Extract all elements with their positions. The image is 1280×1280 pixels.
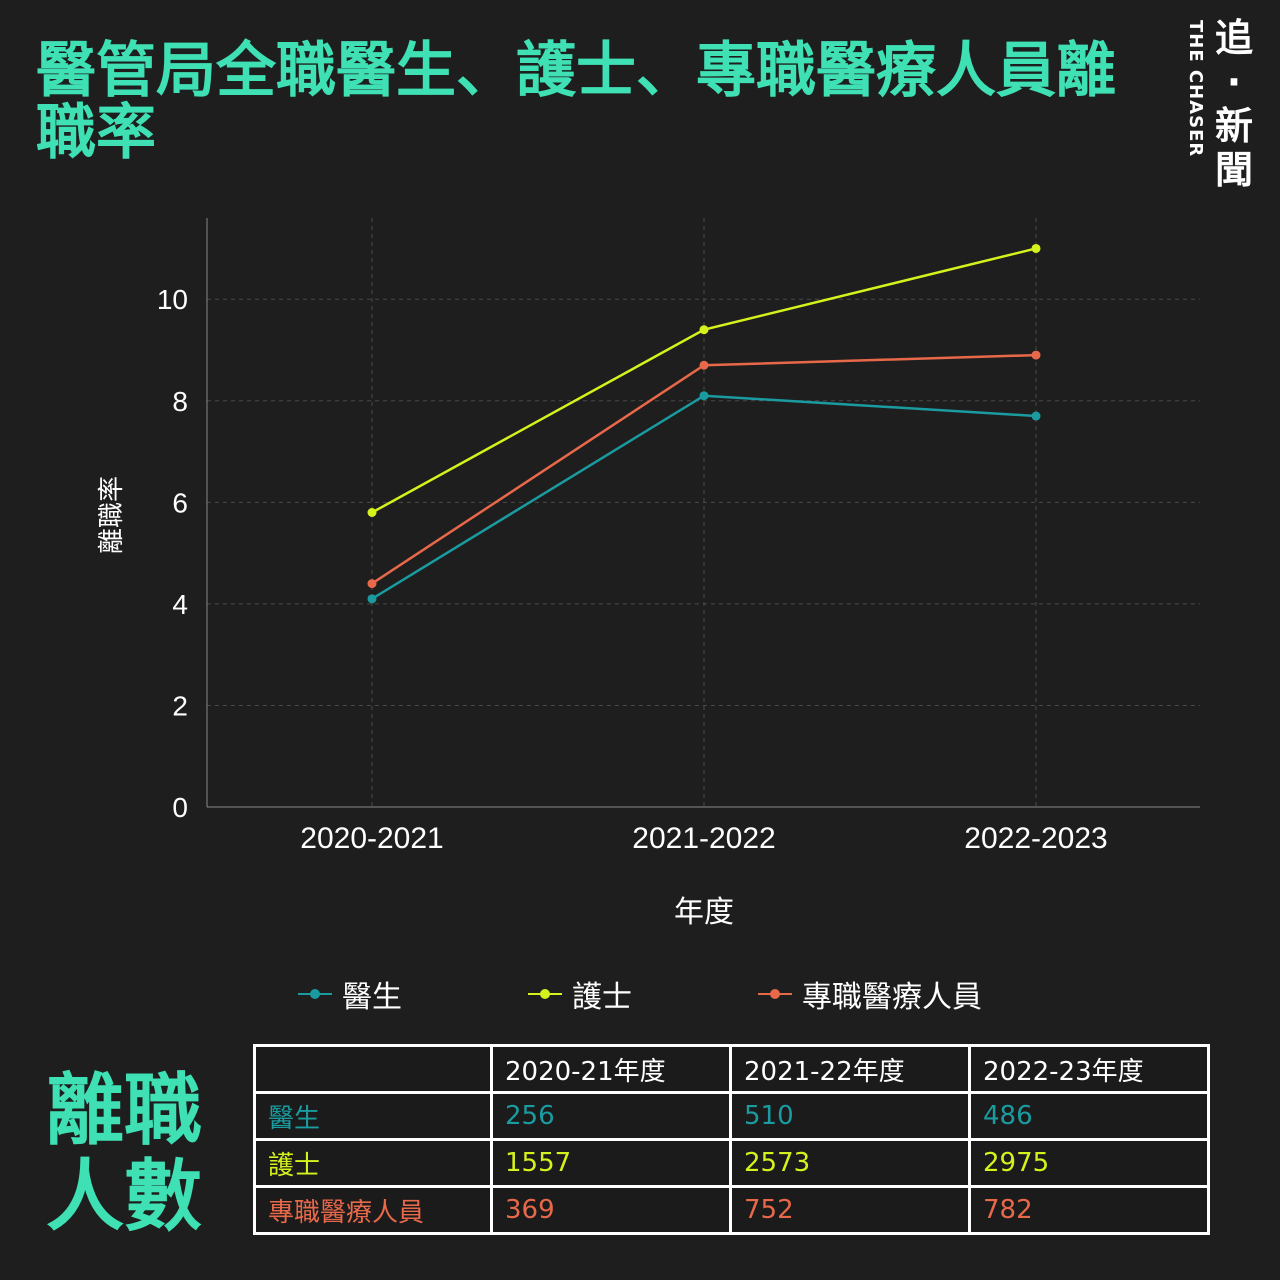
data-point: [1031, 243, 1041, 253]
cell: 752: [729, 1185, 971, 1235]
page-title: 醫管局全職醫生、護士、專職醫療人員離職率: [36, 36, 1116, 168]
logo-en: THE CHASER: [1185, 20, 1206, 158]
legend-marker: [770, 989, 780, 999]
header-cell: [253, 1044, 493, 1094]
x-tick-label: 2021-2022: [632, 822, 775, 855]
table-row: 專職醫療人員 369 752 782: [253, 1185, 1210, 1235]
legend-label: 醫生: [342, 980, 402, 1015]
legend-label: 護士: [572, 980, 632, 1015]
data-point: [1031, 350, 1041, 360]
side-title-line: 人數: [46, 1152, 203, 1242]
x-tick-label: 2022-2023: [964, 822, 1107, 855]
legend-swatch: [298, 989, 332, 999]
header-cell: 2021-22年度: [729, 1044, 971, 1094]
legend: 醫生 護士 專職醫療人員: [0, 972, 1280, 1016]
line-chart: 0 2 4 6 8 10 2020-2021 2021-2022 2022-2023 年度 離職率: [97, 218, 1200, 930]
data-point: [367, 508, 377, 517]
cell: 1557: [490, 1138, 732, 1188]
cell: 782: [968, 1185, 1210, 1235]
data-point: [699, 360, 709, 370]
side-title: 離職 人數: [46, 1068, 202, 1240]
y-tick-label: 10: [157, 284, 188, 315]
table-row: 醫生 256 510 486: [253, 1091, 1210, 1141]
y-tick-label: 2: [172, 690, 188, 721]
legend-item: 護士: [428, 972, 632, 1016]
x-axis-label: 年度: [674, 895, 734, 930]
cell: 2573: [729, 1138, 971, 1188]
legend-swatch: [758, 989, 792, 999]
y-tick-label: 8: [172, 386, 188, 417]
legend-swatch: [528, 989, 562, 999]
row-label: 醫生: [253, 1091, 493, 1141]
y-tick-label: 6: [172, 487, 188, 518]
chaser-logo: THE CHASER 追·新聞: [1184, 16, 1264, 206]
cell: 486: [968, 1091, 1210, 1141]
x-tick-label: 2020-2021: [300, 822, 443, 855]
table-header-row: 2020-21年度 2021-22年度 2022-23年度: [253, 1044, 1210, 1094]
y-tick-label: 4: [172, 589, 188, 620]
logo-cn: 追·新聞: [1214, 16, 1253, 192]
cell: 369: [490, 1185, 732, 1235]
table-row: 護士 1557 2573 2975: [253, 1138, 1210, 1188]
y-tick-label: 0: [172, 792, 188, 823]
row-label: 專職醫療人員: [253, 1185, 493, 1235]
side-title-line: 離職: [46, 1066, 203, 1156]
legend-marker: [310, 989, 320, 999]
cell: 256: [490, 1091, 732, 1141]
header-cell: 2020-21年度: [490, 1044, 732, 1094]
legend-marker: [540, 989, 550, 999]
resignation-count-table: 2020-21年度 2021-22年度 2022-23年度 醫生 256 510…: [253, 1044, 1210, 1235]
legend-label: 專職醫療人員: [802, 980, 982, 1015]
data-point: [367, 594, 377, 604]
data-point: [367, 579, 377, 589]
legend-item: 醫生: [298, 972, 402, 1016]
header-cell: 2022-23年度: [968, 1044, 1210, 1094]
cell: 510: [729, 1091, 971, 1141]
data-point: [1031, 411, 1041, 421]
row-label: 護士: [253, 1138, 493, 1188]
y-axis-label: 離職率: [97, 476, 127, 554]
cell: 2975: [968, 1138, 1210, 1188]
legend-item: 專職醫療人員: [658, 972, 982, 1016]
data-point: [699, 391, 709, 401]
data-point: [699, 325, 709, 335]
